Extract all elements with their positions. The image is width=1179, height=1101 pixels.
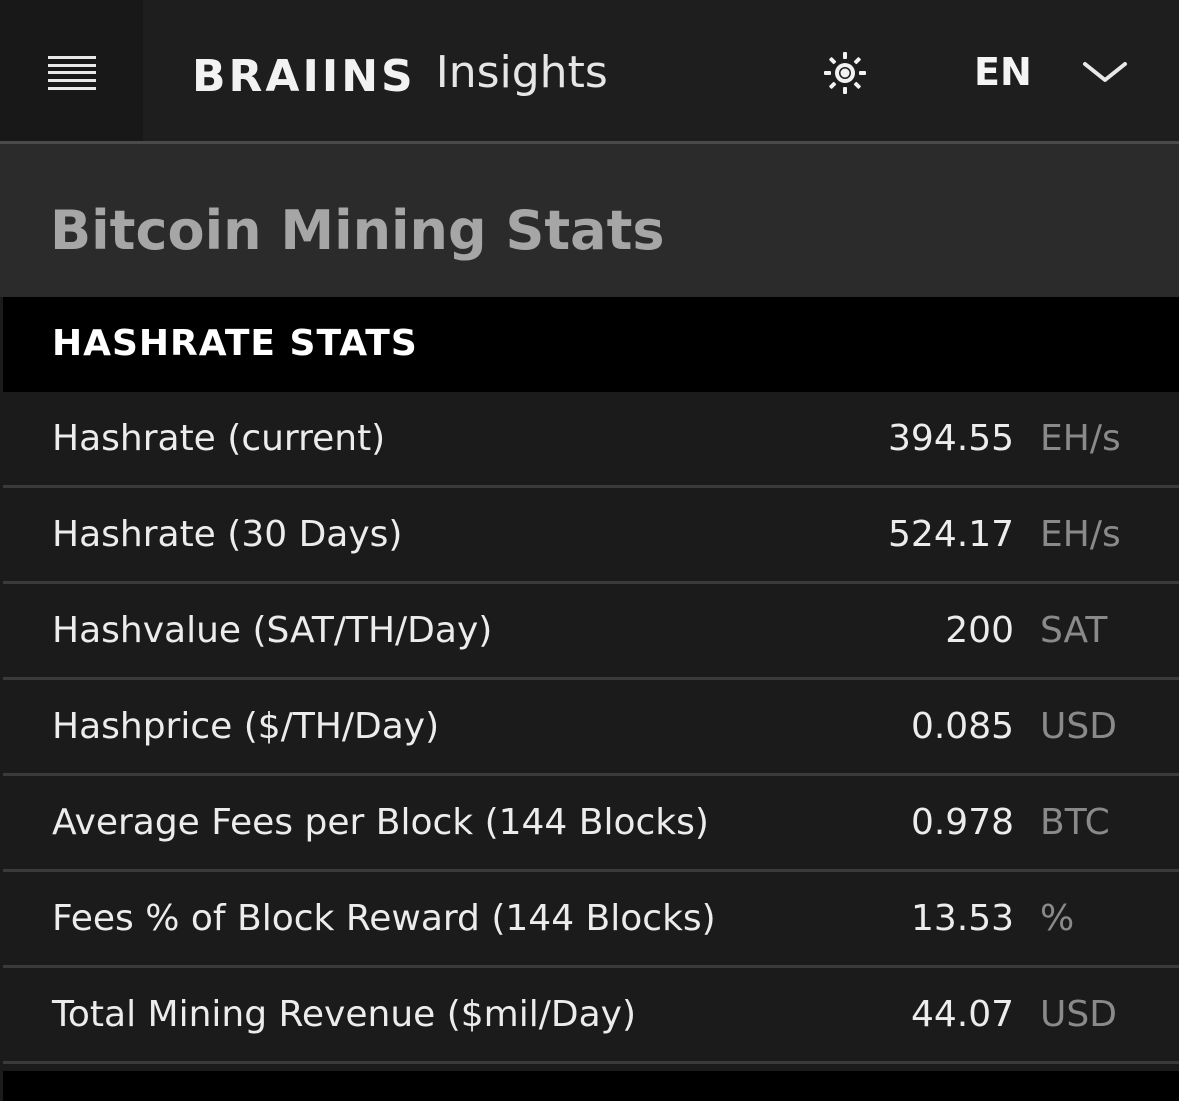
stat-value: 200 xyxy=(945,610,1014,651)
menu-button[interactable] xyxy=(0,0,143,141)
stat-label: Hashprice ($/TH/Day) xyxy=(52,706,440,747)
logo-wordmark: BRAIINS xyxy=(192,51,416,102)
stat-unit: % xyxy=(1040,898,1075,939)
section-header: HASHRATE STATS xyxy=(3,297,1179,392)
theme-toggle-button[interactable] xyxy=(820,50,870,96)
stat-row: Average Fees per Block (144 Blocks) 0.97… xyxy=(3,776,1179,872)
header-divider xyxy=(0,141,1179,144)
stat-label: Hashrate (current) xyxy=(52,418,386,459)
stat-row: Hashprice ($/TH/Day) 0.085 USD xyxy=(3,680,1179,776)
stat-label: Hashrate (30 Days) xyxy=(52,514,403,555)
stat-row: Hashrate (30 Days) 524.17 EH/s xyxy=(3,488,1179,584)
next-section-header xyxy=(3,1071,1179,1101)
hamburger-menu-icon[interactable] xyxy=(48,56,96,90)
sun-icon[interactable] xyxy=(820,50,870,96)
stat-value: 44.07 xyxy=(910,994,1014,1035)
stat-value: 394.55 xyxy=(888,418,1014,459)
stat-unit: USD xyxy=(1040,706,1117,747)
logo-subtitle: Insights xyxy=(435,47,608,98)
stat-label: Total Mining Revenue ($mil/Day) xyxy=(52,994,637,1035)
stat-value: 524.17 xyxy=(888,514,1014,555)
hashrate-stats-section: HASHRATE STATS Hashrate (current) 394.55… xyxy=(3,297,1179,1101)
stat-label: Average Fees per Block (144 Blocks) xyxy=(52,802,709,843)
page-title-band: Bitcoin Mining Stats xyxy=(0,144,1179,297)
language-select[interactable]: EN xyxy=(960,40,1150,104)
stat-unit: USD xyxy=(1040,994,1117,1035)
stat-row: Hashvalue (SAT/TH/Day) 200 SAT xyxy=(3,584,1179,680)
stats-list: Hashrate (current) 394.55 EH/s Hashrate … xyxy=(3,392,1179,1064)
chevron-down-icon[interactable] xyxy=(1082,60,1128,86)
stat-value: 0.085 xyxy=(910,706,1014,747)
stat-row: Hashrate (current) 394.55 EH/s xyxy=(3,392,1179,488)
section-title: HASHRATE STATS xyxy=(52,323,418,364)
stat-unit: EH/s xyxy=(1040,514,1121,555)
stat-label: Hashvalue (SAT/TH/Day) xyxy=(52,610,493,651)
stat-value: 0.978 xyxy=(910,802,1014,843)
stat-label: Fees % of Block Reward (144 Blocks) xyxy=(52,898,716,939)
stat-row: Fees % of Block Reward (144 Blocks) 13.5… xyxy=(3,872,1179,968)
stat-value: 13.53 xyxy=(910,898,1014,939)
stat-unit: BTC xyxy=(1040,802,1110,843)
language-label: EN xyxy=(974,50,1032,94)
stat-unit: SAT xyxy=(1040,610,1108,651)
page-title: Bitcoin Mining Stats xyxy=(50,199,665,262)
stat-unit: EH/s xyxy=(1040,418,1121,459)
braiins-logo[interactable]: BRAIINS Insights xyxy=(192,50,608,102)
stat-row: Total Mining Revenue ($mil/Day) 44.07 US… xyxy=(3,968,1179,1064)
top-header: BRAIINS Insights xyxy=(0,0,1179,141)
